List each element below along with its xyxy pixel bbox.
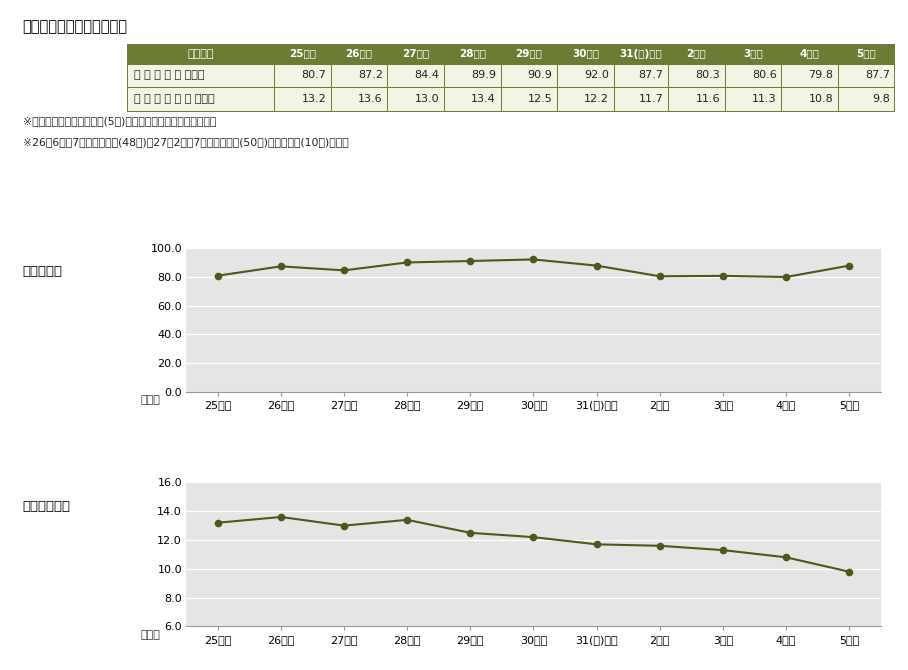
Text: 26年度: 26年度: [346, 49, 372, 58]
Text: （日）: （日）: [141, 630, 161, 640]
Text: 31(元)年度: 31(元)年度: [619, 49, 662, 58]
Text: 5年度: 5年度: [856, 49, 876, 58]
Text: 28年度: 28年度: [459, 49, 486, 58]
Text: 30年度: 30年度: [572, 49, 599, 58]
Text: 2年度: 2年度: [686, 49, 706, 58]
Text: 80.3: 80.3: [696, 70, 720, 80]
Text: 平 均 在 院 日 数 （日）: 平 均 在 院 日 数 （日）: [134, 94, 215, 104]
Text: 4年度: 4年度: [800, 49, 819, 58]
Text: 79.8: 79.8: [808, 70, 834, 80]
Text: 90.9: 90.9: [528, 70, 553, 80]
Text: 病床稼働率: 病床稼働率: [23, 265, 63, 278]
Text: 29年度: 29年度: [516, 49, 542, 58]
Text: 13.4: 13.4: [471, 94, 496, 104]
Text: 25年度: 25年度: [289, 49, 316, 58]
Text: 12.2: 12.2: [585, 94, 609, 104]
Text: ※病床稼働率：人間ドック(5床)を除く稼働病床に対する稼働率: ※病床稼働率：人間ドック(5床)を除く稼働病床に対する稼働率: [23, 116, 216, 126]
Text: 9.8: 9.8: [872, 94, 890, 104]
Text: 平均在院日数: 平均在院日数: [23, 500, 71, 513]
Text: 11.6: 11.6: [696, 94, 720, 104]
Text: 80.7: 80.7: [301, 70, 326, 80]
Text: 92.0: 92.0: [585, 70, 609, 80]
Text: 11.3: 11.3: [752, 94, 776, 104]
Text: 3年度: 3年度: [743, 49, 763, 58]
Text: 89.9: 89.9: [471, 70, 496, 80]
Text: 10.8: 10.8: [808, 94, 834, 104]
Text: 87.7: 87.7: [638, 70, 664, 80]
Text: 27年度: 27年度: [402, 49, 429, 58]
Text: 病 床 稼 働 率 （％）: 病 床 稼 働 率 （％）: [134, 70, 205, 80]
Text: 13.0: 13.0: [415, 94, 439, 104]
Text: （％）: （％）: [141, 395, 161, 405]
Text: 13.6: 13.6: [359, 94, 383, 104]
Text: 84.4: 84.4: [414, 70, 439, 80]
Text: 13.2: 13.2: [301, 94, 326, 104]
Text: 11.7: 11.7: [638, 94, 664, 104]
Text: 病床稼働率・平均在院日数: 病床稼働率・平均在院日数: [23, 19, 128, 34]
Text: 項　　目: 項 目: [187, 49, 214, 58]
Text: ※26年6月：7階西病棟稼働(48床)、27年2月：7階東病棟稼働(50床)、救急病棟(10床)未稼働: ※26年6月：7階西病棟稼働(48床)、27年2月：7階東病棟稼働(50床)、救…: [23, 137, 349, 147]
Text: 87.7: 87.7: [864, 70, 890, 80]
Text: 80.6: 80.6: [752, 70, 776, 80]
Text: 87.2: 87.2: [358, 70, 383, 80]
Text: 12.5: 12.5: [528, 94, 553, 104]
